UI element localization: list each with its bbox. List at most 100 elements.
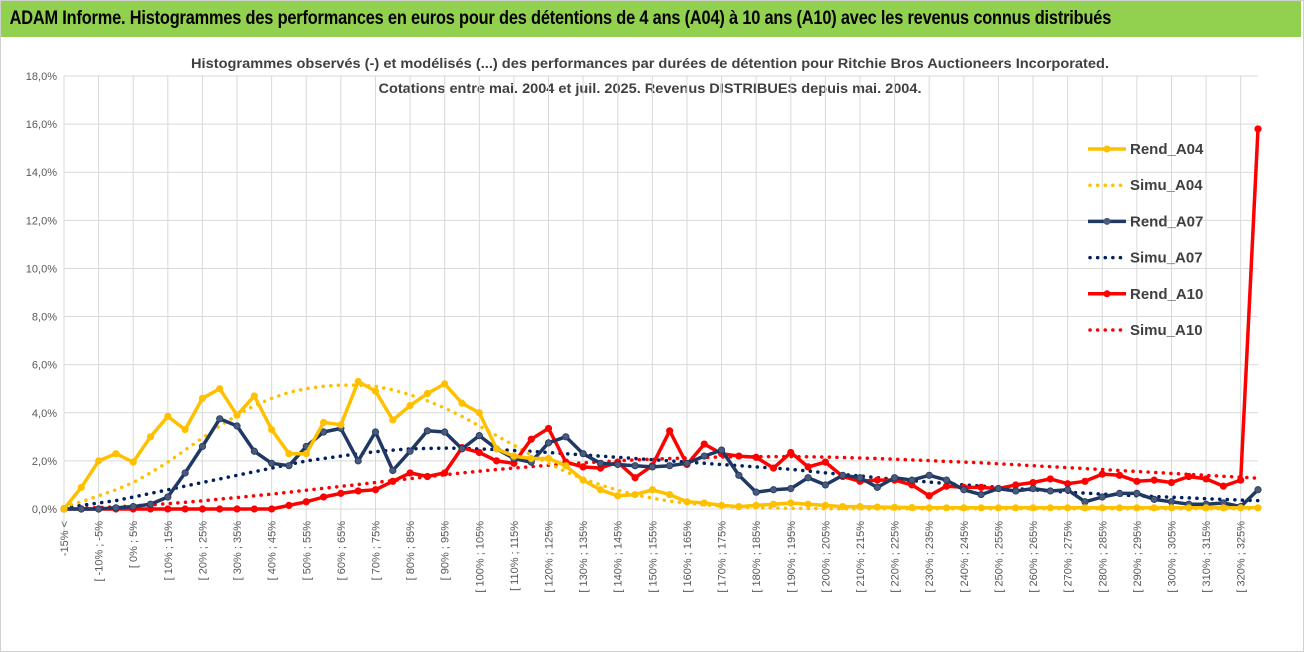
data-point	[1046, 487, 1054, 495]
data-point	[112, 504, 120, 512]
legend-item: Rend_A10	[1088, 286, 1203, 303]
y-tick-label: 6,0%	[32, 360, 57, 372]
data-point	[1115, 504, 1124, 512]
data-point	[873, 503, 881, 511]
data-point	[752, 453, 760, 461]
data-point	[614, 460, 622, 469]
data-point	[1133, 477, 1141, 485]
data-point	[1133, 504, 1141, 512]
report-title: ADAM Informe. Histogrammes des performan…	[9, 8, 1112, 29]
data-point	[960, 504, 968, 512]
data-point	[769, 464, 778, 472]
data-point	[562, 462, 570, 470]
data-point	[1046, 504, 1054, 512]
data-point	[1202, 504, 1210, 512]
x-tick-label: [ 10% ; 15%	[163, 521, 175, 581]
data-point	[371, 486, 380, 494]
data-point	[389, 416, 397, 424]
data-point	[319, 418, 328, 426]
data-point	[527, 435, 535, 443]
data-point	[423, 427, 431, 435]
x-tick-label: [ 90% ; 95%	[440, 521, 452, 581]
data-point	[942, 482, 951, 490]
data-point	[596, 459, 605, 467]
x-tick-label: [ 210% ; 215%	[855, 521, 867, 593]
data-point	[1237, 476, 1245, 484]
data-point	[994, 484, 1003, 493]
data-point	[544, 439, 553, 447]
x-tick-label: [ 70% ; 75%	[370, 521, 382, 581]
data-point	[1098, 493, 1106, 501]
legend-item: Rend_A07	[1088, 213, 1203, 230]
series-line	[64, 128, 1260, 511]
x-tick-label: [ 240% ; 245%	[959, 521, 971, 593]
data-point	[1254, 125, 1262, 133]
data-point	[717, 446, 726, 454]
data-point	[942, 476, 951, 484]
data-point	[1064, 480, 1072, 488]
data-point	[666, 490, 674, 499]
x-tick-label: [ 170% ; 175%	[717, 521, 729, 593]
data-point	[493, 457, 501, 465]
legend-item: Simu_A07	[1088, 250, 1203, 267]
data-point	[717, 501, 726, 509]
data-point	[423, 472, 431, 481]
data-point	[285, 462, 293, 470]
x-tick-label: [ 250% ; 255%	[993, 521, 1005, 593]
data-point	[285, 450, 293, 458]
data-point	[60, 505, 68, 513]
data-point	[873, 476, 881, 484]
y-tick-label: 16,0%	[26, 119, 57, 131]
data-point	[285, 501, 293, 509]
x-tick-label: [ 270% ; 275%	[1063, 521, 1075, 593]
data-point	[1133, 489, 1141, 497]
data-point	[1098, 470, 1106, 478]
header-bar: ADAM Informe. Histogrammes des performan…	[1, 1, 1301, 37]
data-point	[77, 483, 85, 491]
data-point	[752, 488, 760, 496]
data-point	[268, 505, 276, 513]
data-point	[977, 490, 985, 499]
legend-item: Rend_A04	[1088, 141, 1204, 158]
data-point	[164, 505, 172, 513]
data-point	[1029, 478, 1037, 487]
data-point	[925, 471, 933, 479]
data-point	[1150, 476, 1158, 484]
data-point	[544, 454, 553, 463]
data-point	[735, 471, 743, 479]
data-point	[1254, 504, 1262, 512]
data-point	[752, 501, 760, 509]
x-tick-label: [ 20% ; 25%	[197, 521, 209, 581]
data-point	[579, 463, 587, 471]
data-point	[908, 503, 916, 512]
data-point	[648, 486, 656, 494]
legend-marker	[1103, 145, 1111, 153]
data-point	[1115, 471, 1124, 479]
data-point	[873, 483, 881, 491]
x-tick-label: [ 280% ; 285%	[1097, 521, 1109, 593]
data-point	[181, 505, 189, 513]
chart-title: Histogrammes observés (-) et modélisés (…	[191, 55, 1109, 71]
data-point	[129, 502, 137, 511]
x-tick-label: [ 110% ; 115%	[509, 521, 521, 591]
data-point	[371, 428, 380, 436]
y-tick-label: 0,0%	[32, 504, 57, 516]
data-point	[769, 500, 778, 508]
legend-item: Simu_A10	[1088, 322, 1203, 339]
legend-label: Rend_A04	[1130, 141, 1204, 158]
x-tick-label: [ 230% ; 235%	[924, 521, 936, 593]
data-point	[371, 387, 380, 395]
data-point	[527, 454, 535, 463]
data-point	[406, 401, 414, 410]
data-point	[891, 474, 899, 482]
data-point	[389, 466, 397, 475]
data-point	[735, 452, 743, 460]
x-tick-label: [ 30% ; 35%	[232, 521, 244, 581]
x-tick-label: [ 40% ; 45%	[267, 521, 279, 581]
data-point	[631, 490, 639, 499]
legend-label: Rend_A07	[1130, 213, 1203, 230]
x-tick-label: [ 220% ; 225%	[890, 521, 902, 593]
data-point	[337, 421, 345, 429]
data-point	[856, 502, 864, 511]
data-point	[268, 459, 276, 467]
